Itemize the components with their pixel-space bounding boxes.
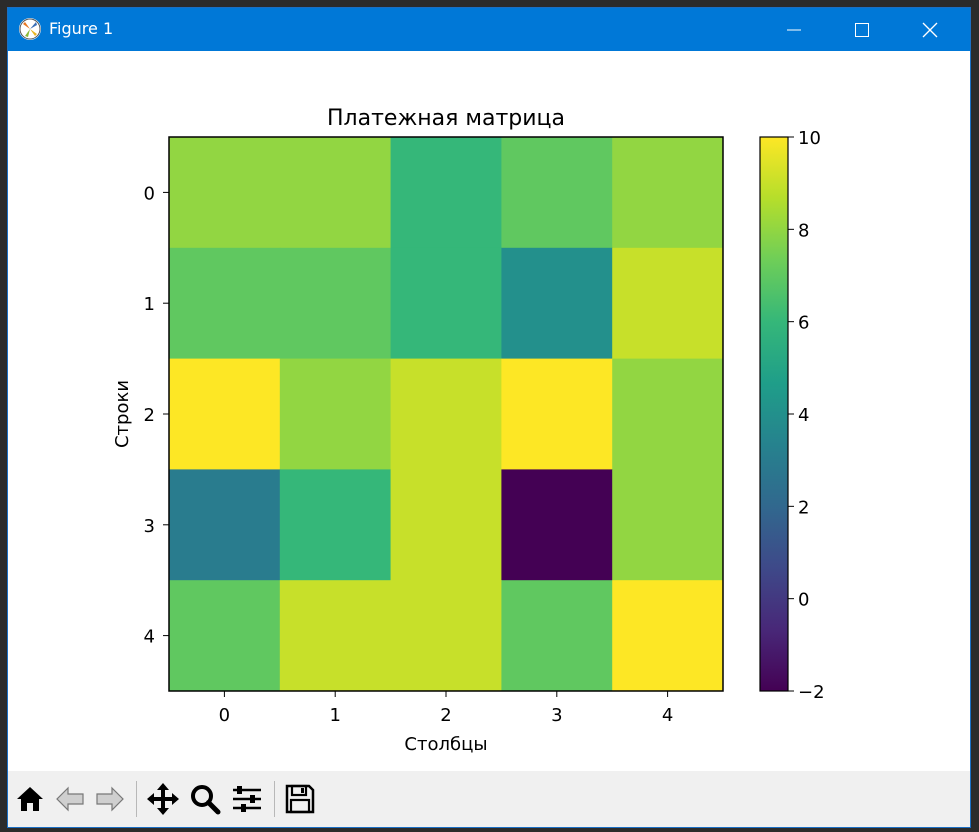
configure-subplots-button[interactable] [228, 781, 266, 817]
heatmap-cell-r2-c0 [169, 358, 281, 470]
forward-arrow-icon [96, 786, 124, 812]
heatmap-cell-r1-c0 [169, 247, 281, 360]
title-bar[interactable]: Figure 1 [8, 8, 970, 51]
heatmap-cell-r0-c1 [279, 137, 392, 249]
floppy-disk-icon [285, 784, 315, 814]
matplotlib-icon [19, 18, 41, 40]
x-tick-label: 1 [329, 705, 340, 726]
y-tick-label: 4 [144, 627, 155, 648]
heatmap-cell-r4-c0 [169, 580, 281, 692]
heatmap-cell-r1-c1 [279, 247, 392, 360]
heatmap-cell-r3-c0 [169, 469, 281, 581]
colorbar-tick-label: 6 [798, 313, 809, 334]
heatmap-cell-r1-c4 [612, 247, 724, 360]
y-tick-label: 3 [144, 516, 155, 537]
heatmap-cell-r0-c4 [612, 137, 724, 249]
heatmap-cell-r1-c3 [501, 247, 613, 360]
heatmap-cell-r1-c2 [390, 247, 502, 360]
heatmap-cell-r0-c0 [169, 137, 281, 249]
heatmap-cell-r4-c2 [390, 580, 502, 692]
heatmap-cell-r3-c3 [501, 469, 613, 581]
pan-button[interactable] [144, 781, 182, 817]
toolbar-separator [274, 781, 275, 817]
back-button[interactable] [51, 781, 89, 817]
move-icon [147, 783, 179, 815]
x-tick-label: 2 [440, 705, 451, 726]
heatmap-cell-r4-c4 [612, 580, 724, 692]
colorbar-tick-label: 10 [798, 128, 821, 149]
magnifier-icon [191, 785, 221, 815]
heatmap-cell-r2-c2 [390, 358, 502, 470]
y-tick-label: 1 [144, 294, 155, 315]
x-tick-label: 4 [662, 705, 673, 726]
colorbar-tick-label: 4 [798, 405, 809, 426]
close-button[interactable] [896, 8, 964, 51]
back-arrow-icon [56, 786, 84, 812]
figure-window: Figure 1 Платежная матрица 0 1 2 3 4 0 1 2 3 4 С… [7, 7, 971, 828]
colorbar-tick-label: 0 [798, 590, 809, 611]
heatmap-cell-r4-c1 [279, 580, 392, 692]
window-title: Figure 1 [49, 19, 114, 38]
forward-button[interactable] [91, 781, 129, 817]
maximize-button[interactable] [828, 8, 896, 51]
home-icon [17, 787, 43, 811]
heatmap-cell-r3-c1 [279, 469, 392, 581]
x-tick-label: 0 [219, 705, 230, 726]
chart-title: Платежная матрица [327, 106, 565, 131]
heatmap-cell-r3-c4 [612, 469, 724, 581]
heatmap-cell-r3-c2 [390, 469, 502, 581]
home-button[interactable] [11, 781, 49, 817]
heatmap-cell-r0-c2 [390, 137, 502, 249]
heatmap-cell-r2-c1 [279, 358, 392, 470]
zoom-button[interactable] [186, 781, 224, 817]
colorbar-tick-label: 2 [798, 497, 809, 518]
maximize-icon [855, 22, 869, 37]
y-tick-label: 0 [144, 183, 155, 204]
minimize-icon [787, 29, 801, 30]
sliders-icon [233, 786, 261, 812]
save-button[interactable] [281, 781, 319, 817]
y-tick-label: 2 [144, 405, 155, 426]
close-icon [922, 22, 938, 37]
y-axis-label: Строки [112, 380, 133, 448]
colorbar-tick-label: −2 [798, 682, 825, 703]
heatmap-chart: Платежная матрица 0 1 2 3 4 0 1 2 3 4 Столбцы Ст… [112, 106, 825, 755]
heatmap-cell-r0-c3 [501, 137, 613, 249]
heatmap-cell-r2-c4 [612, 358, 724, 470]
colorbar-tick-label: 8 [798, 220, 809, 241]
x-axis-label: Столбцы [404, 734, 487, 755]
figure-canvas[interactable]: Платежная матрица 0 1 2 3 4 0 1 2 3 4 Столбцы Ст… [8, 51, 970, 771]
colorbar [759, 136, 789, 692]
heatmap-cell-r4-c3 [501, 580, 613, 692]
x-tick-label: 3 [551, 705, 562, 726]
navigation-toolbar [8, 771, 970, 827]
toolbar-separator [136, 781, 137, 817]
heatmap-cell-r2-c3 [501, 358, 613, 470]
minimize-button[interactable] [760, 8, 828, 51]
